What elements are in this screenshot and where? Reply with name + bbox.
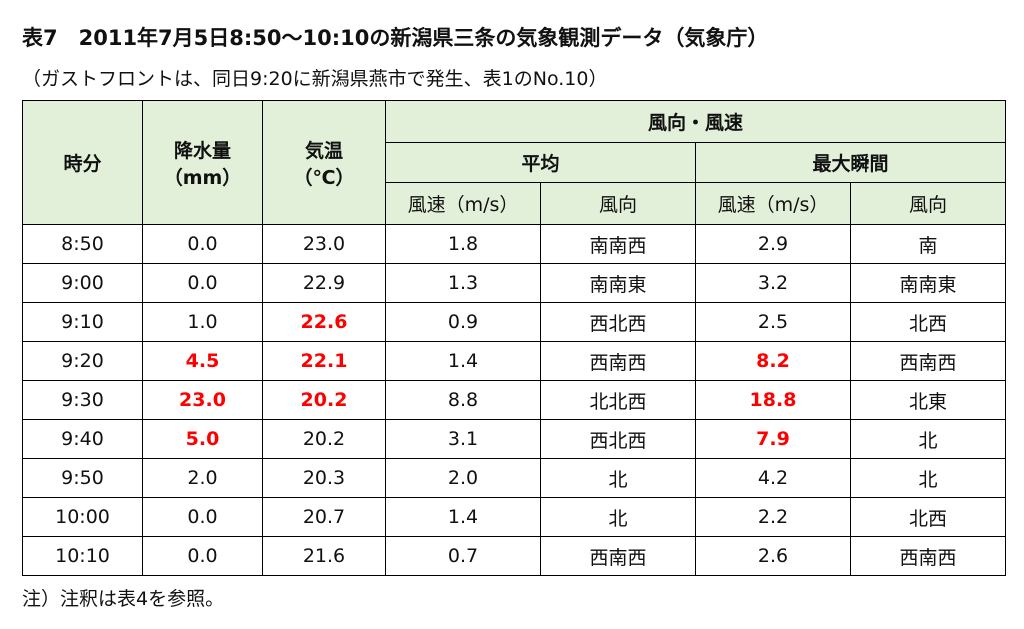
title: 表7 2011年7月5日8:50～10:10の新潟県三条の気象観測データ（気象庁… — [22, 26, 769, 50]
table-cell: 南 — [850, 224, 1006, 264]
table-row: 9:10 1.0 22.6 0.9 西北西 2.5 北西 — [22, 302, 1006, 342]
table-cell: 2.9 — [695, 224, 851, 264]
header-cell: 風向 — [540, 182, 696, 225]
table-cell: 9:20 — [22, 341, 143, 381]
table-cell: 18.8 — [695, 380, 851, 420]
header-cell: 風速（m/s） — [695, 182, 851, 225]
table-cell: 0.9 — [385, 302, 541, 342]
table-cell: 西北西 — [540, 419, 696, 459]
table-row: 9:20 4.5 22.1 1.4 西南西 8.2 西南西 — [22, 341, 1006, 381]
table-row: 9:30 23.0 20.2 8.8 北北西 18.8 北東 — [22, 380, 1006, 420]
table-cell: 22.1 — [262, 341, 386, 381]
table-cell: 0.0 — [142, 536, 263, 576]
table-cell: 2.0 — [385, 458, 541, 498]
table-cell: 9:10 — [22, 302, 143, 342]
header-text: 気温 — [304, 139, 343, 162]
table-cell: 10:00 — [22, 497, 143, 537]
table-cell: 9:00 — [22, 263, 143, 303]
table-cell: 3.2 — [695, 263, 851, 303]
table-cell: 西南西 — [540, 536, 696, 576]
table-cell: 北東 — [850, 380, 1006, 420]
header-text: （℃） — [293, 166, 355, 189]
table-cell: 1.8 — [385, 224, 541, 264]
header-cell: 平均 — [385, 142, 696, 183]
table-cell: 23.0 — [142, 380, 263, 420]
data-table: 時分 降水量 （mm） 気温 （℃） 風向・風速 平均 最大瞬間 風速（m/s） 風… — [22, 100, 1006, 576]
table-cell: 9:30 — [22, 380, 143, 420]
table-cell: 北 — [850, 419, 1006, 459]
table-row: 9:00 0.0 22.9 1.3 南南東 3.2 南南東 — [22, 263, 1006, 303]
table-cell: 22.9 — [262, 263, 386, 303]
table-row: 8:50 0.0 23.0 1.8 南南西 2.9 南 — [22, 224, 1006, 264]
header-cell: 降水量 （mm） — [142, 100, 263, 225]
table-row: 9:40 5.0 20.2 3.1 西北西 7.9 北 — [22, 419, 1006, 459]
table-cell: 2.5 — [695, 302, 851, 342]
table-cell: 1.0 — [142, 302, 263, 342]
table-cell: 8:50 — [22, 224, 143, 264]
table-cell: 9:40 — [22, 419, 143, 459]
table-cell: 3.1 — [385, 419, 541, 459]
table-cell: 8.8 — [385, 380, 541, 420]
table-cell: 0.0 — [142, 224, 263, 264]
header-cell: 気温 （℃） — [262, 100, 386, 225]
table-cell: 1.4 — [385, 341, 541, 381]
table-cell: 西北西 — [540, 302, 696, 342]
table-cell: 8.2 — [695, 341, 851, 381]
table-cell: 1.4 — [385, 497, 541, 537]
table-cell: 0.7 — [385, 536, 541, 576]
table-cell: 北 — [540, 497, 696, 537]
table-cell: 7.9 — [695, 419, 851, 459]
subtitle: （ガストフロントは、同日9:20に新潟県燕市で発生、表1のNo.10） — [22, 68, 608, 90]
table-cell: 西南西 — [540, 341, 696, 381]
table-cell: 西南西 — [850, 341, 1006, 381]
table-cell: 20.3 — [262, 458, 386, 498]
header-cell: 風向・風速 — [385, 100, 1006, 143]
table-cell: 4.2 — [695, 458, 851, 498]
table-cell: 北西 — [850, 497, 1006, 537]
header-cell: 風速（m/s） — [385, 182, 541, 225]
table-cell: 22.6 — [262, 302, 386, 342]
footnote: 注）注釈は表4を参照。 — [22, 588, 225, 610]
table-cell: 0.0 — [142, 263, 263, 303]
table-cell: 2.6 — [695, 536, 851, 576]
header-text: 時分 — [63, 153, 102, 175]
table-cell: 西南西 — [850, 536, 1006, 576]
table-body: 8:50 0.0 23.0 1.8 南南西 2.9 南 9:00 0.0 22.9 1.3 南南東 3.… — [22, 224, 1006, 576]
header-cell: 時分 — [22, 100, 143, 225]
table-cell: 20.7 — [262, 497, 386, 537]
table-row: 9:50 2.0 20.3 2.0 北 4.2 北 — [22, 458, 1006, 498]
table-cell: 0.0 — [142, 497, 263, 537]
table-cell: 21.6 — [262, 536, 386, 576]
table-cell: 2.0 — [142, 458, 263, 498]
table-cell: 5.0 — [142, 419, 263, 459]
table-cell: 2.2 — [695, 497, 851, 537]
table-row: 10:00 0.0 20.7 1.4 北 2.2 北西 — [22, 497, 1006, 537]
table-cell: 南南西 — [540, 224, 696, 264]
table-row: 10:10 0.0 21.6 0.7 西南西 2.6 西南西 — [22, 536, 1006, 576]
table-cell: 20.2 — [262, 419, 386, 459]
header-text: （mm） — [163, 166, 242, 189]
table-cell: 北西 — [850, 302, 1006, 342]
header-text: 降水量 — [173, 139, 231, 162]
table-cell: 南南東 — [540, 263, 696, 303]
table-cell: 4.5 — [142, 341, 263, 381]
header-cell: 風向 — [850, 182, 1006, 225]
table-cell: 南南東 — [850, 263, 1006, 303]
header-cell: 最大瞬間 — [695, 142, 1006, 183]
table-cell: 23.0 — [262, 224, 386, 264]
table-cell: 北 — [540, 458, 696, 498]
table-cell: 9:50 — [22, 458, 143, 498]
table-cell: 北 — [850, 458, 1006, 498]
table-cell: 北北西 — [540, 380, 696, 420]
table-cell: 10:10 — [22, 536, 143, 576]
table-cell: 1.3 — [385, 263, 541, 303]
table-cell: 20.2 — [262, 380, 386, 420]
